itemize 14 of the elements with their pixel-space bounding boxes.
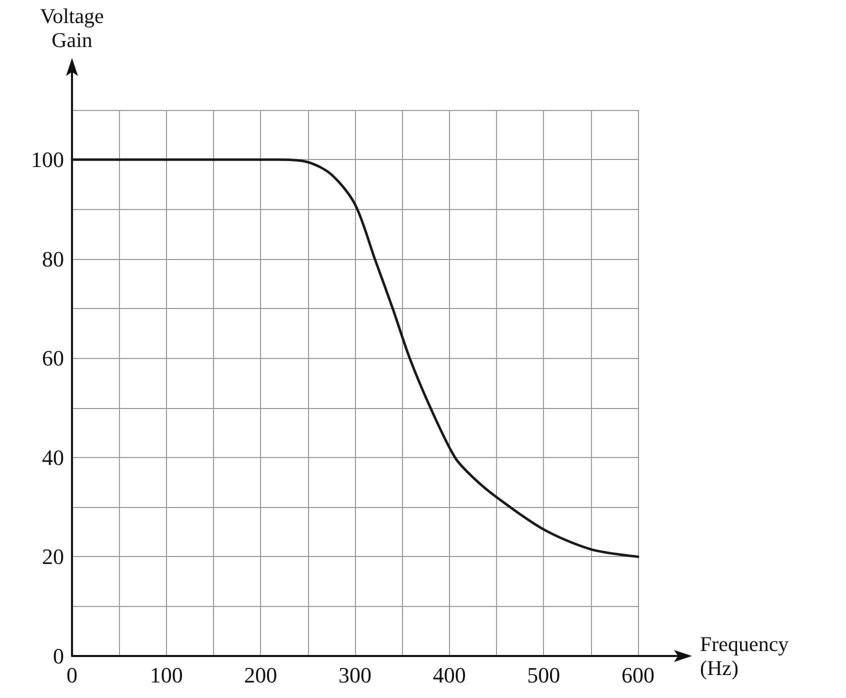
x-tick-label: 300 bbox=[338, 662, 372, 688]
x-tick-label: 600 bbox=[622, 662, 654, 688]
y-tick-label: 60 bbox=[42, 346, 64, 371]
x-tick-label: 400 bbox=[432, 662, 466, 688]
y-tick-label: 40 bbox=[42, 444, 64, 470]
x-tick-label: 100 bbox=[150, 662, 183, 688]
y-tick-label: 20 bbox=[42, 544, 64, 570]
y-tick-label: 80 bbox=[42, 246, 64, 272]
y-tick-label: 100 bbox=[31, 147, 64, 172]
y-axis-title: Voltage Gain bbox=[40, 4, 104, 52]
y-tick-label: 0 bbox=[53, 644, 64, 668]
x-tick-label: 200 bbox=[244, 662, 278, 688]
x-axis-title: Frequency (Hz) bbox=[700, 632, 790, 680]
x-tick-label: 500 bbox=[527, 662, 560, 688]
